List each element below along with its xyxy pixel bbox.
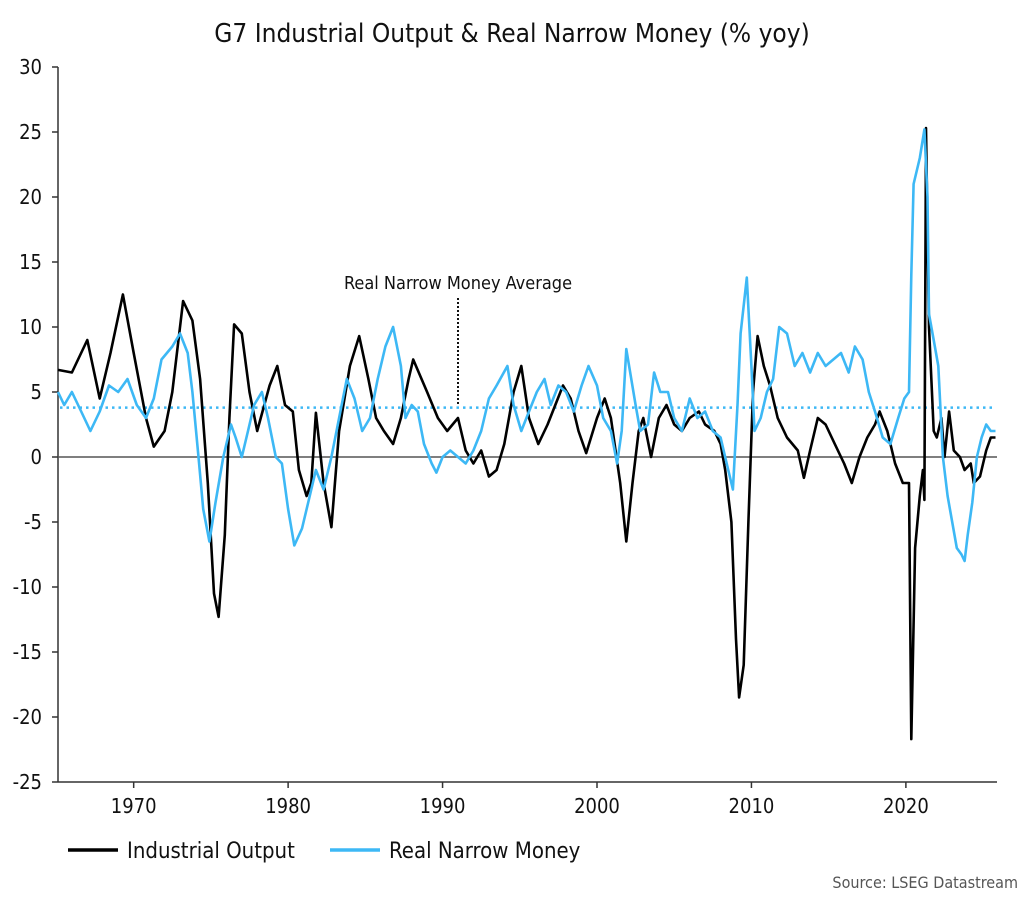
y-tick-label: -25 [13,770,42,794]
y-tick-label: -15 [13,640,42,664]
legend: Industrial Output Real Narrow Money [68,839,581,864]
series-line-real-narrow-money [56,128,996,563]
y-tick-label: 15 [19,250,42,274]
y-tick-label: 20 [19,185,42,209]
x-tick-label: 1970 [111,794,157,818]
source-note: Source: LSEG Datastream [832,873,1018,892]
y-tick-label: -5 [24,510,42,534]
legend-label-real-narrow-money: Real Narrow Money [389,839,581,864]
chart-title: G7 Industrial Output & Real Narrow Money… [214,19,809,49]
legend-label-industrial-output: Industrial Output [127,839,295,864]
y-tick-label: -10 [13,575,42,599]
x-tick-label: 2010 [729,794,775,818]
y-tick-label: 25 [19,120,42,144]
y-tick-label: 10 [19,315,42,339]
x-tick-label: 1990 [420,794,466,818]
series-line-industrial-output [57,126,996,741]
y-tick-label: 5 [31,380,42,404]
x-tick-label: 2020 [883,794,929,818]
y-tick-label: 30 [19,55,42,79]
y-tick-label: -20 [13,705,42,729]
x-axis: 1970 1980 1990 2000 2010 2020 [58,781,997,818]
y-axis: 30 25 20 15 10 5 0 -5 -10 -15 -20 -25 [13,55,59,794]
annotation-label: Real Narrow Money Average [344,273,572,294]
x-tick-label: 2000 [574,794,620,818]
y-tick-label: 0 [31,445,42,469]
x-tick-label: 1980 [265,794,311,818]
series-group [56,126,996,741]
